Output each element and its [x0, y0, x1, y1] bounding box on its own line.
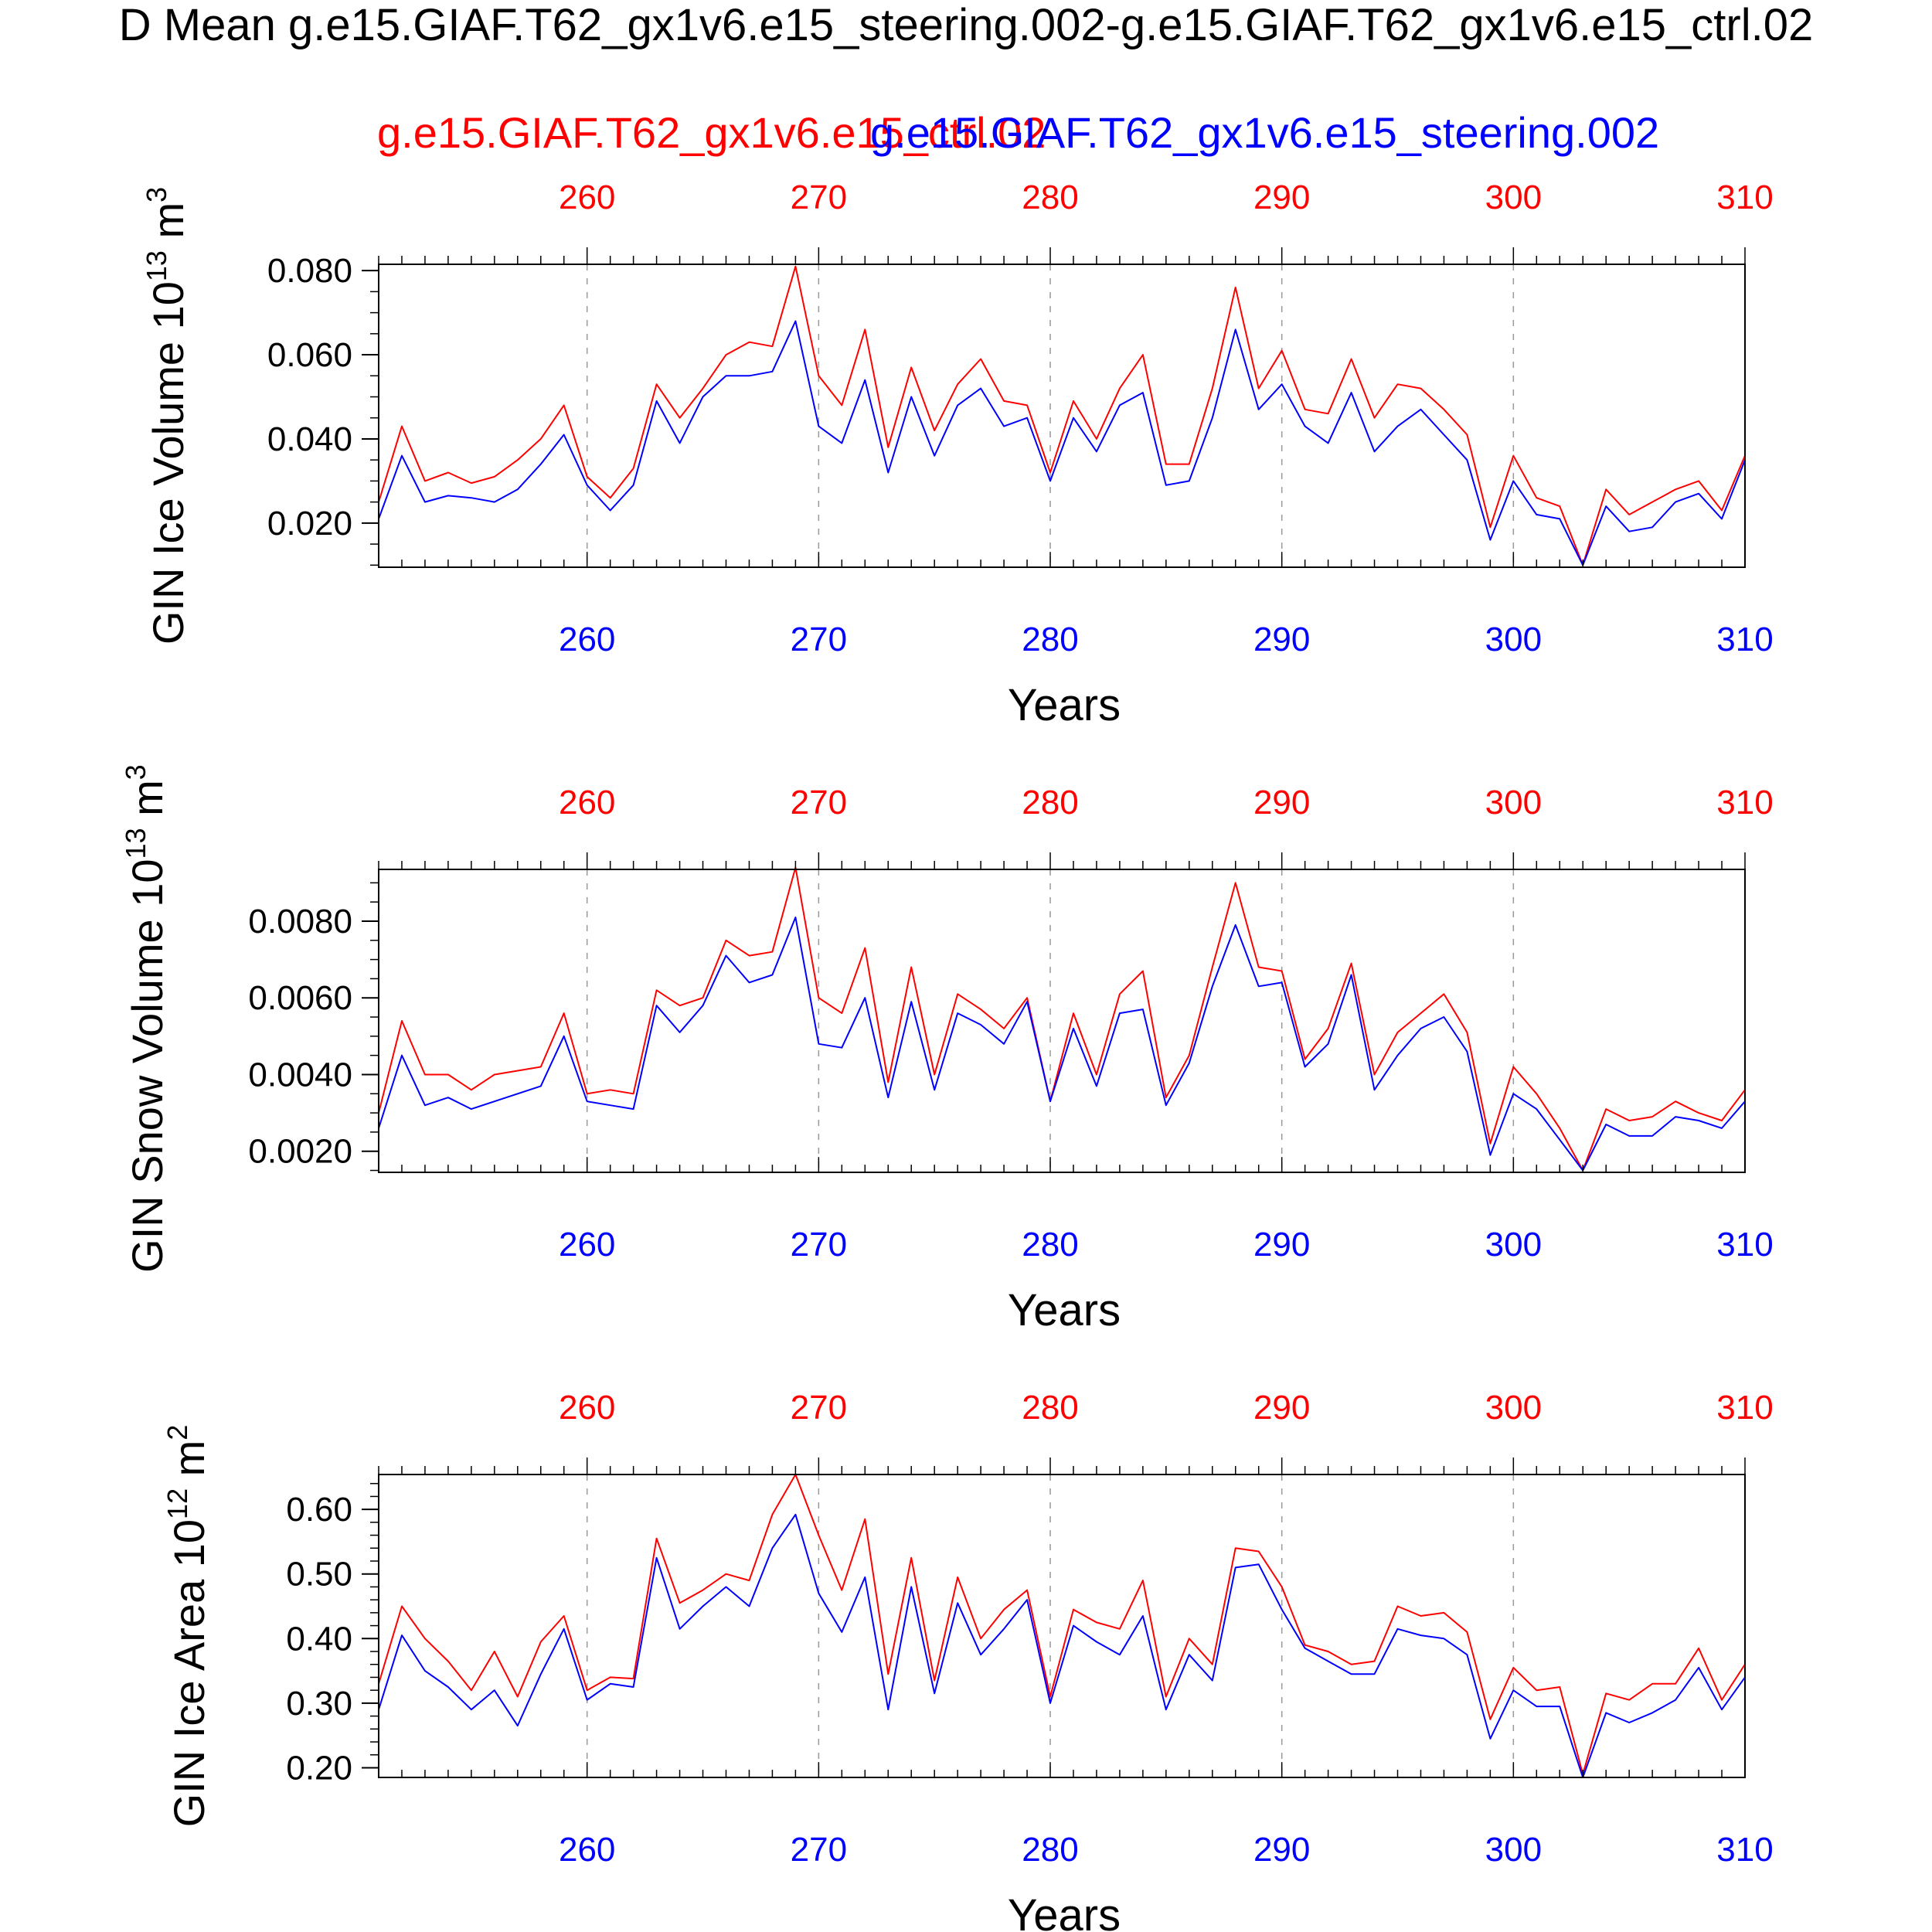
x-tick-label-top: 280	[1022, 1389, 1078, 1427]
series-line-ctrl	[378, 265, 1746, 566]
plot-frame	[378, 869, 1746, 1173]
y-tick-label: 0.0040	[248, 1056, 352, 1094]
y-axis-title-exponent: 13	[141, 250, 172, 281]
x-tick-label-bottom: 300	[1485, 621, 1542, 658]
y-axis-title-unit: m	[165, 1440, 213, 1488]
y-tick-label: 0.020	[267, 505, 352, 543]
series-line-steering	[378, 320, 1746, 566]
x-tick-label-bottom: 260	[559, 1226, 615, 1264]
series-line-steering	[378, 917, 1746, 1172]
y-tick-label: 0.060	[267, 336, 352, 374]
y-axis-title-text: GIN Snow Volume 10	[123, 859, 172, 1272]
y-axis-title-unit-exponent: 3	[120, 764, 151, 780]
y-axis-title-exponent: 12	[162, 1488, 193, 1519]
x-tick-label-top: 310	[1716, 784, 1773, 821]
main-title-prefix: D	[118, 0, 151, 50]
y-tick-label: 0.40	[286, 1620, 352, 1658]
series-line-ctrl	[378, 866, 1746, 1172]
x-tick-label-top: 290	[1253, 179, 1310, 216]
y-tick-label: 0.30	[286, 1685, 352, 1723]
y-axis-title: GIN Ice Area 1012 m2	[162, 1425, 213, 1828]
y-tick-label: 0.040	[267, 420, 352, 458]
y-tick-label: 0.080	[267, 252, 352, 290]
x-tick-label-bottom: 280	[1022, 621, 1078, 658]
x-tick-label-top: 310	[1716, 1389, 1773, 1427]
x-axis-title: Years	[1008, 1285, 1121, 1335]
x-tick-label-top: 270	[791, 179, 847, 216]
x-tick-label-top: 300	[1485, 179, 1542, 216]
x-tick-label-bottom: 290	[1253, 1831, 1310, 1869]
case-label-steering: g.e15.GIAF.T62_gx1v6.e15_steering.002	[870, 108, 1660, 157]
x-tick-label-top: 270	[791, 1389, 847, 1427]
x-axis-title: Years	[1008, 1890, 1121, 1932]
x-tick-label-top: 270	[791, 784, 847, 821]
x-tick-label-bottom: 280	[1022, 1831, 1078, 1869]
y-tick-label: 0.0020	[248, 1133, 352, 1171]
y-tick-label: 0.60	[286, 1491, 352, 1529]
y-axis-title-unit-exponent: 2	[162, 1425, 193, 1440]
series-line-steering	[378, 1513, 1746, 1778]
case-label-ctrl: g.e15.GIAF.T62_gx1v6.e15_ctrl.02	[377, 108, 1046, 157]
plot-frame	[378, 1474, 1746, 1778]
x-tick-label-bottom: 270	[791, 621, 847, 658]
y-axis-title-text: GIN Ice Volume 10	[144, 281, 192, 645]
y-axis-title-unit: m	[144, 202, 192, 250]
x-tick-label-bottom: 310	[1716, 621, 1773, 658]
x-tick-label-top: 280	[1022, 784, 1078, 821]
x-tick-label-bottom: 260	[559, 1831, 615, 1869]
main-title: D Mean g.e15.GIAF.T62_gx1v6.e15_steering…	[0, 1, 1932, 50]
x-tick-label-top: 280	[1022, 179, 1078, 216]
y-axis-title-unit-exponent: 3	[141, 187, 172, 202]
x-tick-label-bottom: 300	[1485, 1226, 1542, 1264]
y-axis-title: GIN Ice Volume 1013 m3	[141, 187, 192, 645]
x-tick-label-bottom: 270	[791, 1831, 847, 1869]
x-tick-label-bottom: 280	[1022, 1226, 1078, 1264]
y-tick-label: 0.50	[286, 1556, 352, 1594]
x-tick-label-top: 290	[1253, 1389, 1310, 1427]
y-tick-label: 0.20	[286, 1749, 352, 1787]
x-tick-label-top: 290	[1253, 784, 1310, 821]
y-axis-title-exponent: 13	[120, 828, 151, 859]
x-tick-label-top: 260	[559, 784, 615, 821]
x-axis-title: Years	[1008, 680, 1121, 730]
main-title-text: Mean g.e15.GIAF.T62_gx1v6.e15_steering.0…	[163, 0, 1814, 50]
y-axis-title: GIN Snow Volume 1013 m3	[120, 764, 172, 1273]
x-tick-label-bottom: 290	[1253, 621, 1310, 658]
x-tick-label-top: 260	[559, 1389, 615, 1427]
series-line-ctrl	[378, 1474, 1746, 1775]
y-tick-label: 0.0060	[248, 979, 352, 1017]
x-tick-label-top: 300	[1485, 1389, 1542, 1427]
x-tick-label-bottom: 310	[1716, 1831, 1773, 1869]
x-tick-label-bottom: 310	[1716, 1226, 1773, 1264]
x-tick-label-top: 260	[559, 179, 615, 216]
x-tick-label-top: 310	[1716, 179, 1773, 216]
plot-frame	[378, 264, 1746, 568]
y-tick-label: 0.0080	[248, 903, 352, 940]
y-axis-title-unit: m	[123, 780, 172, 828]
y-axis-title-text: GIN Ice Area 10	[165, 1519, 213, 1827]
x-tick-label-bottom: 300	[1485, 1831, 1542, 1869]
x-tick-label-bottom: 270	[791, 1226, 847, 1264]
x-tick-label-top: 300	[1485, 784, 1542, 821]
x-tick-label-bottom: 290	[1253, 1226, 1310, 1264]
x-tick-label-bottom: 260	[559, 621, 615, 658]
